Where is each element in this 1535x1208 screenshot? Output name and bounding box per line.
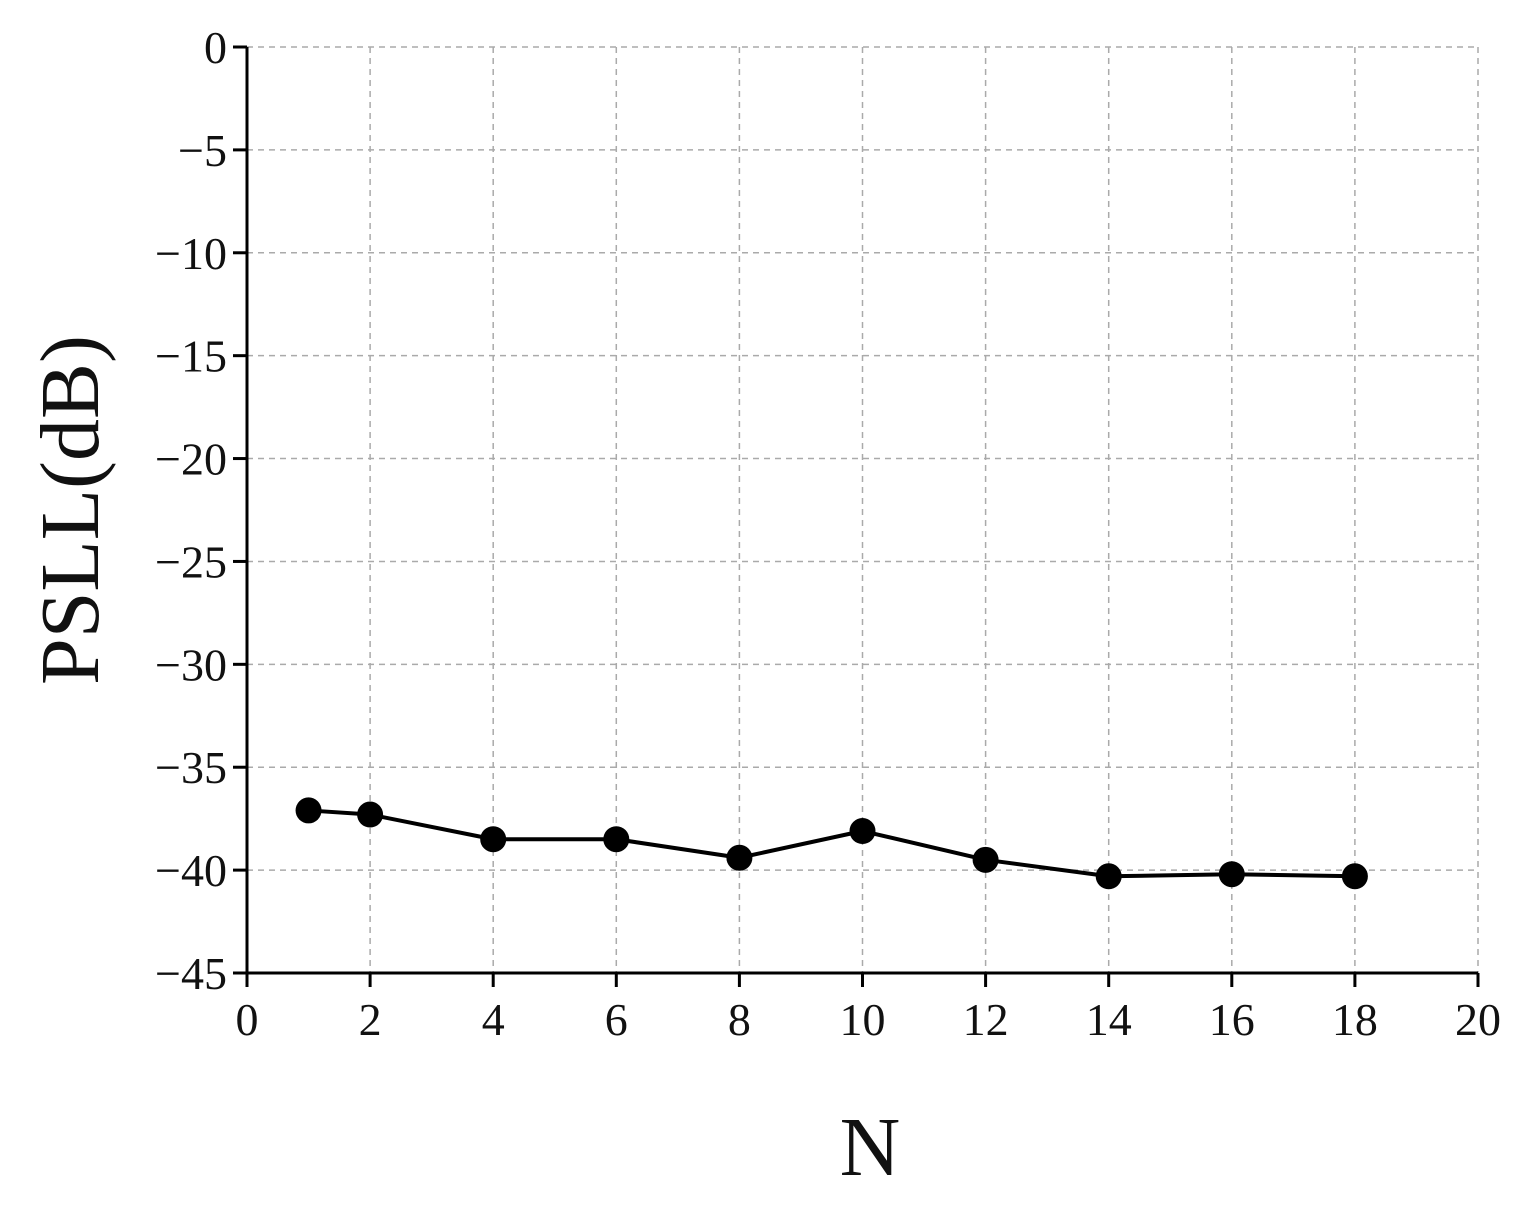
- x-tick-label: 4: [482, 994, 505, 1045]
- marker: [480, 826, 507, 853]
- marker: [726, 844, 753, 871]
- marker: [972, 846, 999, 873]
- y-tick-label: −15: [155, 331, 227, 382]
- marker: [1218, 861, 1245, 888]
- y-axis-title: PSLL(dB): [24, 335, 117, 685]
- x-tick-label: 20: [1455, 994, 1501, 1045]
- marker: [1095, 863, 1122, 890]
- marker: [603, 826, 630, 853]
- marker: [1341, 863, 1368, 890]
- x-tick-label: 0: [236, 994, 259, 1045]
- x-axis-title: N: [840, 1101, 901, 1194]
- y-tick-label: −40: [155, 845, 227, 896]
- x-tick-label: 12: [963, 994, 1009, 1045]
- x-tick-label: 6: [605, 994, 628, 1045]
- y-tick-label: −10: [155, 228, 227, 279]
- y-tick-label: −30: [155, 639, 227, 690]
- y-tick-label: −45: [155, 948, 227, 999]
- x-tick-label: 10: [840, 994, 886, 1045]
- x-tick-label: 2: [359, 994, 382, 1045]
- x-tick-label: 14: [1086, 994, 1132, 1045]
- y-tick-label: −20: [155, 434, 227, 485]
- x-tick-label: 8: [728, 994, 751, 1045]
- x-tick-label: 16: [1209, 994, 1255, 1045]
- y-tick-label: −5: [178, 125, 227, 176]
- x-tick-label: 18: [1332, 994, 1378, 1045]
- marker: [849, 818, 876, 845]
- y-tick-label: 0: [204, 22, 227, 73]
- line: [308, 808, 1355, 879]
- marker: [295, 797, 322, 824]
- y-tick-label: −35: [155, 742, 227, 793]
- marker: [357, 801, 384, 828]
- y-tick-label: −25: [155, 536, 227, 587]
